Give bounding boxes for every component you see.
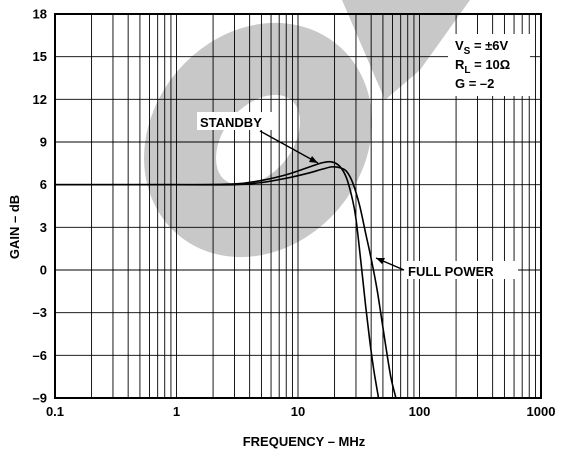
standby-annotation: STANDBY xyxy=(197,112,319,164)
standby-label: STANDBY xyxy=(200,115,262,130)
x-axis-title: FREQUENCY – MHz xyxy=(243,434,366,449)
x-tick-label: 1000 xyxy=(527,404,556,419)
y-tick-label: –9 xyxy=(33,391,47,406)
y-tick-label: –3 xyxy=(33,305,47,320)
y-tick-label: 12 xyxy=(33,92,47,107)
x-tick-label: 0.1 xyxy=(46,404,64,419)
series-line-standby xyxy=(54,160,380,399)
curves xyxy=(54,160,397,399)
x-tick-label: 1 xyxy=(173,404,180,419)
y-tick-label: 6 xyxy=(40,177,47,192)
y-tick-label: 3 xyxy=(40,220,47,235)
x-tick-label: 10 xyxy=(291,404,305,419)
y-tick-label: 18 xyxy=(33,7,47,22)
series-line-full-power xyxy=(55,166,397,399)
watermark xyxy=(144,0,470,258)
y-tick-label: 0 xyxy=(40,263,47,278)
condition-vs: VS = ±6V xyxy=(455,38,509,57)
x-tick-label: 100 xyxy=(409,404,431,419)
condition-rl: RL = 10Ω xyxy=(455,57,510,76)
full-power-label: FULL POWER xyxy=(408,264,494,279)
y-tick-label: –6 xyxy=(33,348,47,363)
full-power-annotation: FULL POWER xyxy=(375,257,518,279)
condition-gain: G = –2 xyxy=(455,76,494,91)
plot-frame xyxy=(54,13,542,399)
y-tick-label: 9 xyxy=(40,135,47,150)
x-tick-labels: 0.1 1 10 100 1000 xyxy=(46,404,556,419)
y-tick-label: 15 xyxy=(33,49,47,64)
conditions-box: VS = ±6V RL = 10Ω G = –2 xyxy=(448,34,530,96)
y-tick-labels: 18 15 12 9 6 3 0 –3 –6 –9 xyxy=(33,7,47,406)
y-axis-title: GAIN – dB xyxy=(7,195,22,259)
